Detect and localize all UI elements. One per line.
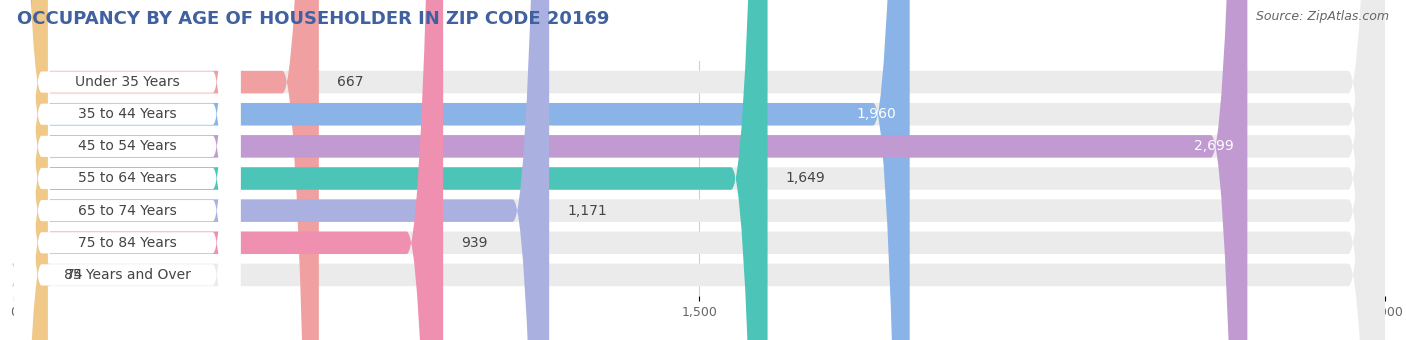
FancyBboxPatch shape: [14, 0, 240, 340]
FancyBboxPatch shape: [14, 0, 240, 340]
FancyBboxPatch shape: [14, 0, 443, 340]
FancyBboxPatch shape: [14, 0, 1385, 340]
Text: 65 to 74 Years: 65 to 74 Years: [77, 204, 177, 218]
FancyBboxPatch shape: [14, 0, 240, 340]
FancyBboxPatch shape: [14, 0, 1385, 340]
Text: 2,699: 2,699: [1194, 139, 1233, 153]
FancyBboxPatch shape: [14, 0, 240, 340]
Text: Under 35 Years: Under 35 Years: [75, 75, 180, 89]
Text: 1,171: 1,171: [568, 204, 607, 218]
FancyBboxPatch shape: [14, 0, 1247, 340]
FancyBboxPatch shape: [14, 0, 1385, 340]
Text: 667: 667: [337, 75, 364, 89]
Text: 74: 74: [66, 268, 83, 282]
Text: 939: 939: [461, 236, 488, 250]
FancyBboxPatch shape: [14, 0, 1385, 340]
Text: 35 to 44 Years: 35 to 44 Years: [77, 107, 177, 121]
FancyBboxPatch shape: [14, 0, 319, 340]
Text: 85 Years and Over: 85 Years and Over: [63, 268, 191, 282]
Text: 45 to 54 Years: 45 to 54 Years: [77, 139, 177, 153]
FancyBboxPatch shape: [14, 0, 1385, 340]
FancyBboxPatch shape: [14, 0, 240, 340]
FancyBboxPatch shape: [14, 0, 910, 340]
Text: 1,649: 1,649: [786, 171, 825, 186]
Text: 75 to 84 Years: 75 to 84 Years: [77, 236, 177, 250]
Text: Source: ZipAtlas.com: Source: ZipAtlas.com: [1256, 10, 1389, 23]
FancyBboxPatch shape: [14, 0, 550, 340]
FancyBboxPatch shape: [11, 0, 51, 340]
Text: 1,960: 1,960: [856, 107, 896, 121]
FancyBboxPatch shape: [14, 0, 1385, 340]
FancyBboxPatch shape: [14, 0, 1385, 340]
Text: 55 to 64 Years: 55 to 64 Years: [77, 171, 177, 186]
Text: OCCUPANCY BY AGE OF HOUSEHOLDER IN ZIP CODE 20169: OCCUPANCY BY AGE OF HOUSEHOLDER IN ZIP C…: [17, 10, 609, 28]
FancyBboxPatch shape: [14, 0, 240, 340]
FancyBboxPatch shape: [14, 0, 768, 340]
FancyBboxPatch shape: [14, 0, 240, 340]
